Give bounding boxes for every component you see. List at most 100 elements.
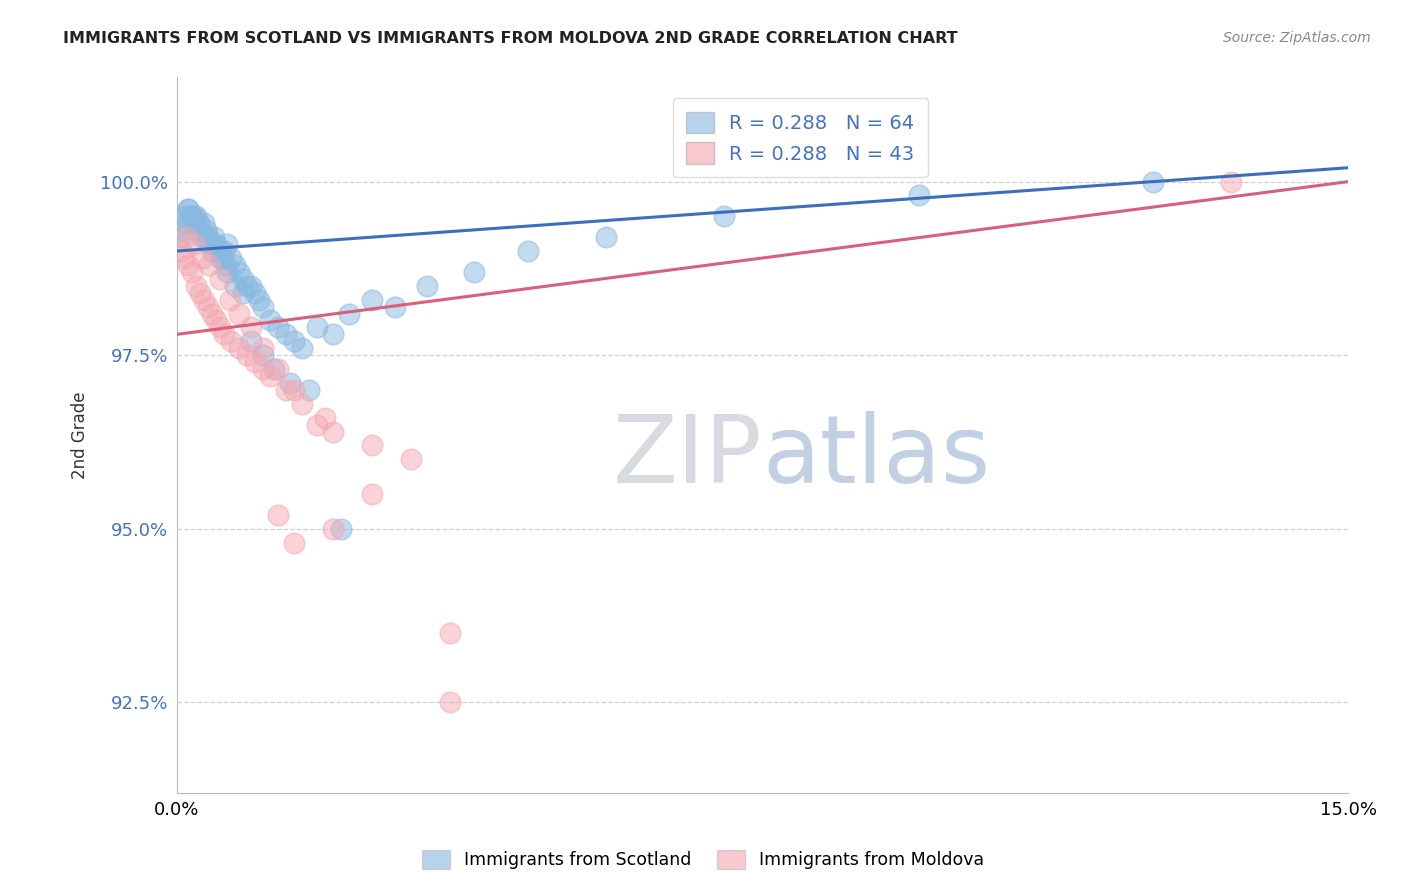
Point — [177, 202, 200, 217]
Point — [291, 397, 314, 411]
Point — [252, 362, 274, 376]
Point — [218, 293, 240, 307]
Point — [274, 327, 297, 342]
Point — [399, 452, 422, 467]
Point — [267, 362, 290, 376]
Point — [181, 265, 204, 279]
Point — [169, 244, 191, 258]
Point — [186, 278, 208, 293]
Point — [195, 223, 218, 237]
Point — [232, 272, 254, 286]
Point — [384, 300, 406, 314]
Point — [236, 348, 259, 362]
Point — [198, 258, 221, 272]
Point — [204, 313, 226, 327]
Point — [361, 438, 384, 452]
Point — [329, 522, 352, 536]
Point — [907, 188, 929, 202]
Point — [197, 300, 219, 314]
Point — [204, 237, 226, 252]
Point — [188, 223, 211, 237]
Point — [208, 251, 231, 265]
Point — [208, 244, 231, 258]
Point — [298, 383, 321, 397]
Point — [1220, 175, 1243, 189]
Point — [193, 216, 215, 230]
Point — [274, 383, 297, 397]
Point — [252, 341, 274, 355]
Point — [208, 320, 231, 334]
Text: IMMIGRANTS FROM SCOTLAND VS IMMIGRANTS FROM MOLDOVA 2ND GRADE CORRELATION CHART: IMMIGRANTS FROM SCOTLAND VS IMMIGRANTS F… — [63, 31, 957, 46]
Point — [217, 237, 239, 252]
Point — [228, 265, 250, 279]
Point — [228, 341, 250, 355]
Point — [252, 348, 274, 362]
Point — [202, 230, 225, 244]
Point — [183, 237, 205, 252]
Legend: Immigrants from Scotland, Immigrants from Moldova: Immigrants from Scotland, Immigrants fro… — [415, 843, 991, 876]
Point — [239, 320, 262, 334]
Point — [224, 258, 246, 272]
Point — [174, 230, 197, 244]
Point — [181, 210, 204, 224]
Y-axis label: 2nd Grade: 2nd Grade — [72, 392, 89, 479]
Point — [239, 278, 262, 293]
Point — [314, 410, 336, 425]
Point — [252, 300, 274, 314]
Point — [179, 210, 201, 224]
Text: Source: ZipAtlas.com: Source: ZipAtlas.com — [1223, 31, 1371, 45]
Point — [173, 251, 195, 265]
Point — [259, 369, 281, 384]
Point — [217, 265, 239, 279]
Point — [439, 695, 461, 709]
Point — [191, 230, 214, 244]
Point — [197, 230, 219, 244]
Point — [215, 258, 238, 272]
Point — [361, 487, 384, 501]
Text: atlas: atlas — [762, 410, 991, 502]
Point — [243, 285, 266, 300]
Point — [201, 237, 224, 252]
Point — [221, 251, 243, 265]
Point — [187, 216, 209, 230]
Point — [283, 383, 305, 397]
Point — [322, 327, 344, 342]
Point — [267, 320, 290, 334]
Point — [232, 285, 254, 300]
Point — [186, 216, 208, 230]
Point — [595, 230, 617, 244]
Point — [177, 258, 200, 272]
Point — [291, 341, 314, 355]
Legend: R = 0.288   N = 64, R = 0.288   N = 43: R = 0.288 N = 64, R = 0.288 N = 43 — [672, 98, 928, 178]
Point — [173, 210, 195, 224]
Point — [193, 293, 215, 307]
Point — [211, 251, 233, 265]
Point — [713, 210, 735, 224]
Point — [361, 293, 384, 307]
Point — [322, 425, 344, 439]
Point — [267, 508, 290, 522]
Point — [201, 307, 224, 321]
Point — [263, 362, 285, 376]
Point — [307, 417, 329, 432]
Point — [283, 334, 305, 349]
Text: ZIP: ZIP — [613, 410, 762, 502]
Point — [193, 230, 215, 244]
Point — [177, 202, 200, 217]
Point — [183, 210, 205, 224]
Point — [243, 355, 266, 369]
Point — [221, 334, 243, 349]
Point — [208, 272, 231, 286]
Point — [212, 244, 235, 258]
Point — [190, 251, 212, 265]
Point — [283, 535, 305, 549]
Point — [186, 210, 208, 224]
Point — [188, 285, 211, 300]
Point — [278, 376, 301, 390]
Point — [169, 230, 191, 244]
Point — [439, 626, 461, 640]
Point — [239, 334, 262, 349]
Point — [337, 307, 360, 321]
Point — [236, 278, 259, 293]
Point — [201, 244, 224, 258]
